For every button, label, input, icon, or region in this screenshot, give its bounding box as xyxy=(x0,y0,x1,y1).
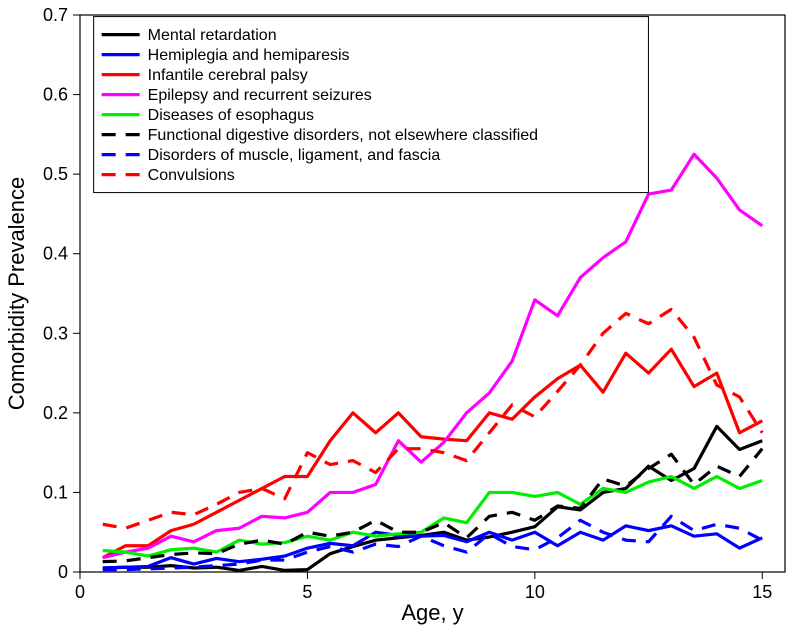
y-tick-label: 0.5 xyxy=(43,164,68,184)
y-tick-label: 0.1 xyxy=(43,482,68,502)
y-tick-label: 0.6 xyxy=(43,85,68,105)
legend-label: Functional digestive disorders, not else… xyxy=(148,127,538,144)
chart-container: 0 5 10 15 0 0.1 0.2 0.3 0.4 0.5 0.6 0.7 Age, y Comorb… xyxy=(0,0,805,632)
y-tick-label: 0.4 xyxy=(43,244,68,264)
legend: Mental retardation Hemiplegia and hemipar… xyxy=(94,17,649,193)
legend-label: Convulsions xyxy=(148,167,235,184)
legend-label: Mental retardation xyxy=(148,27,277,44)
x-axis-label: Age, y xyxy=(401,600,463,625)
x-tick-label: 15 xyxy=(752,582,772,602)
y-axis-label: Comorbidity Prevalence xyxy=(4,177,29,411)
x-tick-label: 5 xyxy=(302,582,312,602)
legend-label: Epilepsy and recurrent seizures xyxy=(148,87,372,104)
y-tick-label: 0.3 xyxy=(43,323,68,343)
x-tick-label: 0 xyxy=(75,582,85,602)
y-tick-label: 0.2 xyxy=(43,403,68,423)
legend-label: Infantile cerebral palsy xyxy=(148,67,308,84)
line-chart: 0 5 10 15 0 0.1 0.2 0.3 0.4 0.5 0.6 0.7 Age, y Comorb… xyxy=(0,0,805,632)
legend-label: Hemiplegia and hemiparesis xyxy=(148,47,350,64)
y-tick-label: 0 xyxy=(58,562,68,582)
x-tick-label: 10 xyxy=(525,582,545,602)
legend-label: Diseases of esophagus xyxy=(148,107,314,124)
y-tick-label: 0.7 xyxy=(43,5,68,25)
legend-label: Disorders of muscle, ligament, and fasci… xyxy=(148,147,441,164)
